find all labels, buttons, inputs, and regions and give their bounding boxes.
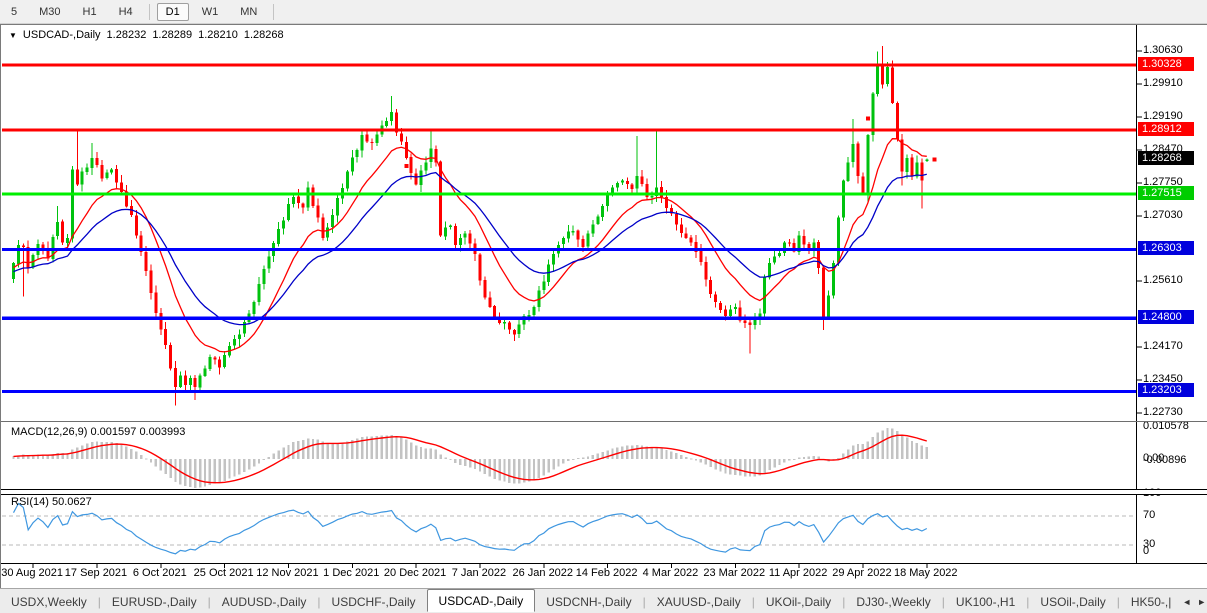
tab-separator: | [207, 594, 211, 609]
symbol-dropdown-icon[interactable]: ▼ [9, 30, 17, 40]
ohlc-open: 1.28232 [106, 29, 147, 41]
date-tick-label: 14 Feb 2022 [575, 567, 638, 579]
macd-tick-label: -0.00896 [1143, 454, 1187, 466]
toolbar-separator [148, 3, 150, 20]
tab-scroll-right-icon[interactable]: ► [1197, 596, 1207, 607]
date-axis-separator [1, 563, 1207, 564]
tab-scroll-left-icon[interactable]: ◄ [1182, 596, 1192, 607]
chart-tab-hk50-[interactable]: HK50-,| [1130, 594, 1172, 609]
tab-separator: | [642, 594, 646, 609]
chart-tab-usoil-[interactable]: USOil-,Daily [1040, 594, 1106, 609]
tab-separator: | [97, 594, 101, 609]
date-tick-label: 12 Nov 2021 [256, 567, 319, 579]
date-tick-label: 1 Dec 2021 [323, 567, 380, 579]
axis-frame [32, 25, 1142, 568]
date-tick-label: 4 Mar 2022 [642, 567, 699, 579]
hline-1.26303[interactable] [2, 247, 1136, 251]
toolbar-separator [273, 3, 275, 20]
symbol-label: USDCAD-,Daily [22, 29, 101, 41]
chart-tab-uk100-[interactable]: UK100-,H1 [955, 594, 1016, 609]
price-badge-1.23203: 1.23203 [1138, 383, 1194, 398]
macd-tick-label: 0.00 [1143, 452, 1165, 464]
price-badge-1.28268: 1.28268 [1138, 151, 1194, 166]
macd-indicator-label: MACD(12,26,9) 0.001597 0.003993 [11, 426, 186, 438]
ohlc-high: 1.28289 [152, 29, 193, 41]
price-tick-label: 1.24170 [1143, 340, 1183, 353]
rsi-tick-label: 30 [1143, 538, 1156, 551]
pane-separator-rsi[interactable] [1, 489, 1207, 495]
price-badge-1.26303: 1.26303 [1138, 241, 1194, 256]
rsi-tick-label: 0 [1143, 545, 1150, 557]
price-tick-label: 1.27750 [1143, 176, 1183, 189]
price-tick-label: 1.30630 [1143, 44, 1183, 56]
price-tick-label: 1.22730 [1143, 406, 1183, 419]
date-tick-label: 25 Oct 2021 [193, 567, 254, 579]
moving-averages-layer [13, 138, 927, 353]
chart-title: ▼ USDCAD-,Daily 1.28232 1.28289 1.28210 … [9, 29, 284, 41]
chart-tab-xauusd-[interactable]: XAUUSD-,Daily [656, 594, 741, 609]
chart-canvas[interactable] [1, 25, 1207, 587]
timeframe-toolbar: 5 M30 H1 H4 D1 W1 MN [0, 0, 1207, 24]
pane-separator-macd[interactable] [1, 421, 1207, 422]
date-tick-label: 6 Oct 2021 [132, 567, 187, 579]
date-tick-label: 11 Apr 2022 [768, 567, 828, 579]
date-tick-label: 7 Jan 2022 [451, 567, 507, 579]
timeframe-button-h4[interactable]: H4 [118, 5, 133, 18]
chart-tab-usdcad-[interactable]: USDCAD-,Daily [426, 589, 536, 612]
chart-tab-bar: USDX,Weekly | EURUSD-,Daily | AUDUSD-,Daily |… [0, 588, 1207, 613]
timeframe-button-h1[interactable]: H1 [82, 5, 97, 18]
date-tick-label: 18 May 2022 [893, 567, 958, 579]
chart-tab-audusd-[interactable]: AUDUSD-,Daily [221, 594, 307, 609]
rsi-indicator-label: RSI(14) 50.0627 [11, 496, 92, 508]
rsi-pane [2, 502, 1136, 555]
price-badge-1.28912: 1.28912 [1138, 121, 1194, 136]
ohlc-low: 1.28210 [198, 29, 238, 41]
date-tick-label: 30 Aug 2021 [1, 567, 64, 579]
hline-1.248[interactable] [2, 316, 1136, 320]
tab-separator: | [842, 594, 846, 609]
chart-tab-ukoil-[interactable]: UKOil-,Daily [765, 594, 832, 609]
chart-tab-eurusd-[interactable]: EURUSD-,Daily [111, 594, 197, 609]
chart-tab-usdcnh-[interactable]: USDCNH-,Daily [546, 594, 632, 609]
timeframe-button-mn[interactable]: MN [240, 5, 258, 18]
date-tick-label: 23 Mar 2022 [703, 567, 766, 579]
price-tick-label: 1.23450 [1143, 373, 1183, 386]
price-tick-label: 1.29190 [1143, 110, 1183, 122]
timeframe-button-m30[interactable]: M30 [39, 5, 61, 18]
chart-tab-usdchf-[interactable]: USDCHF-,Daily [331, 594, 416, 609]
chart-tab-dj30-[interactable]: DJ30-,Weekly [856, 594, 931, 609]
timeframe-button-d1[interactable]: D1 [156, 2, 189, 21]
date-tick-label: 17 Sep 2021 [64, 567, 128, 579]
chart-window: ▼ USDCAD-,Daily 1.28232 1.28289 1.28210 … [0, 24, 1207, 589]
tab-separator: | [941, 594, 945, 609]
timeframe-button-5[interactable]: 5 [11, 5, 18, 18]
rsi-tick-label: 70 [1143, 508, 1156, 521]
date-tick-label: 20 Dec 2021 [383, 567, 447, 579]
tab-separator: | [1116, 594, 1120, 609]
hline-1.23203[interactable] [2, 390, 1136, 394]
macd-pane [12, 428, 928, 488]
hline-1.27515[interactable] [2, 192, 1136, 196]
ohlc-close: 1.28268 [243, 29, 284, 41]
price-tick-label: 1.25610 [1143, 274, 1183, 287]
chart-tab-usdx[interactable]: USDX,Weekly [11, 594, 87, 609]
price-tick-label: 1.27030 [1143, 209, 1183, 222]
date-tick-label: 26 Jan 2022 [512, 567, 574, 579]
hline-1.30328[interactable] [2, 63, 1136, 67]
price-tick-label: 1.29910 [1143, 77, 1183, 89]
price-badge-1.24800: 1.24800 [1138, 310, 1194, 325]
tab-separator: | [317, 594, 321, 609]
hline-1.28912[interactable] [2, 128, 1136, 132]
date-tick-label: 29 Apr 2022 [832, 567, 892, 579]
price-badge-1.27515: 1.27515 [1138, 185, 1194, 200]
macd-tick-label: 0.010578 [1143, 420, 1189, 432]
tab-separator: | [751, 594, 755, 609]
price-badge-1.30328: 1.30328 [1138, 56, 1194, 71]
tab-separator: | [1026, 594, 1030, 609]
timeframe-button-w1[interactable]: W1 [201, 5, 219, 18]
horizontal-lines-layer [2, 63, 1136, 394]
price-markers-layer [404, 116, 937, 169]
